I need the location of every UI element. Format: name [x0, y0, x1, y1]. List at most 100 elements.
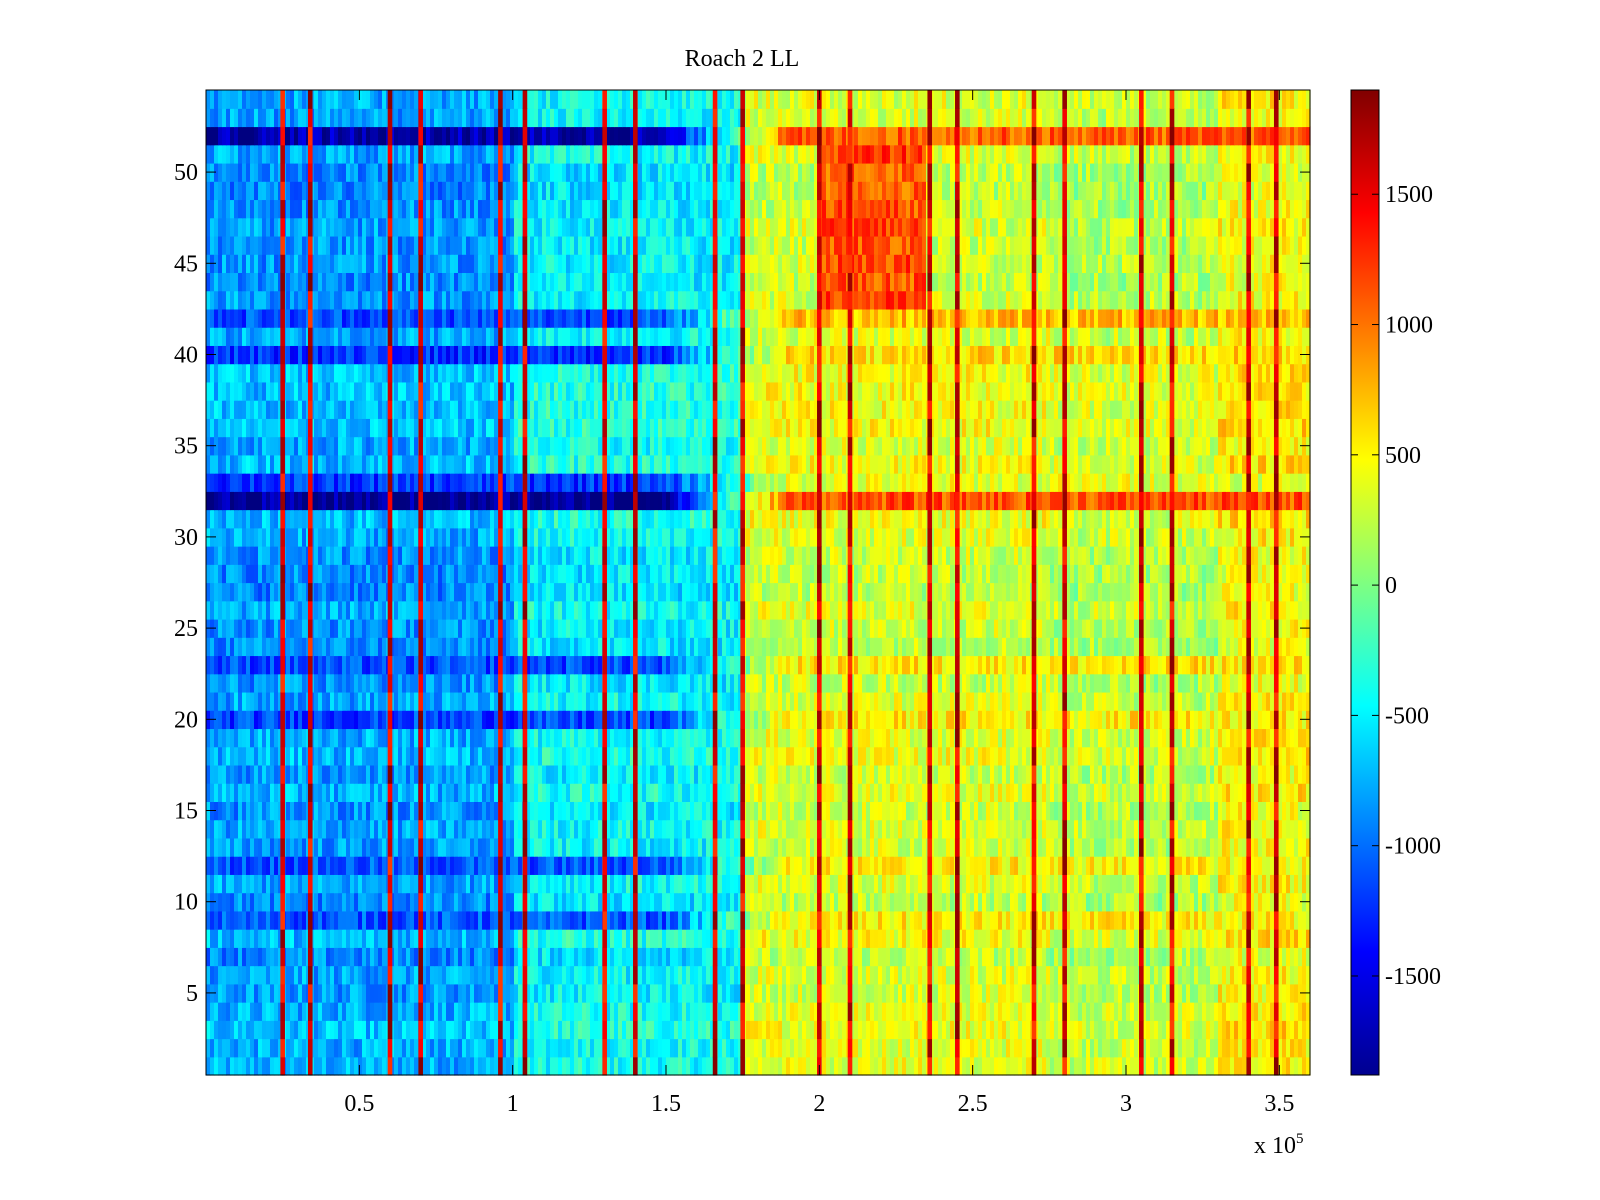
heatmap-cell [642, 837, 647, 857]
heatmap-cell [350, 1038, 355, 1058]
heatmap-cell [1254, 764, 1259, 784]
heatmap-cell [946, 856, 951, 875]
heatmap-cell [638, 892, 643, 912]
heatmap-cell [1178, 783, 1183, 802]
heatmap-cell [806, 947, 811, 967]
heatmap-cell [1054, 1002, 1059, 1021]
heatmap-cell [1234, 837, 1239, 857]
heatmap-cell [1142, 910, 1147, 930]
heatmap-cell [1158, 1002, 1163, 1021]
heatmap-cell [250, 1020, 255, 1040]
heatmap-cell [1178, 1056, 1183, 1076]
heatmap-cell [618, 983, 623, 1003]
heatmap-cell [1086, 837, 1091, 857]
heatmap-cell [826, 1056, 831, 1076]
heatmap-cell [1042, 874, 1047, 894]
heatmap-cell [1142, 764, 1147, 784]
heatmap-cell [1142, 801, 1147, 821]
heatmap-cell [1286, 1056, 1291, 1076]
heatmap-cell [426, 874, 431, 894]
heatmap-cell [1298, 819, 1303, 839]
heatmap-cell [382, 947, 387, 967]
heatmap-cell [254, 1038, 259, 1058]
heatmap-cell [510, 1038, 515, 1058]
heatmap-cell [958, 819, 963, 839]
heatmap-cell [1166, 983, 1171, 1003]
heatmap-cell [922, 965, 927, 985]
heatmap-cell [1078, 1038, 1083, 1058]
heatmap-cell [446, 746, 451, 766]
heatmap-cell [382, 1038, 387, 1058]
heatmap-cell [710, 1056, 715, 1076]
heatmap-cell [558, 1020, 563, 1040]
heatmap-cell [338, 1056, 343, 1076]
heatmap-cell [534, 1056, 539, 1076]
heatmap-cell [998, 856, 1003, 875]
heatmap-cell [398, 746, 403, 766]
heatmap-cell [454, 929, 459, 948]
heatmap-cell [1222, 929, 1227, 948]
heatmap-cell [794, 764, 799, 784]
heatmap-cell [274, 874, 279, 894]
heatmap-cell [1034, 1020, 1039, 1040]
heatmap-cell [222, 783, 227, 802]
heatmap-cell [666, 874, 671, 894]
heatmap-cell [326, 1002, 331, 1021]
heatmap-cell [298, 783, 303, 802]
heatmap-cell [866, 983, 871, 1003]
heatmap-cell [278, 983, 283, 1003]
heatmap-cell [810, 1056, 815, 1076]
heatmap-cell [394, 1038, 399, 1058]
heatmap-cell [882, 1056, 887, 1076]
heatmap-cell [1090, 764, 1095, 784]
heatmap-cell [566, 983, 571, 1003]
heatmap-cell [570, 983, 575, 1003]
heatmap-cell [754, 1020, 759, 1040]
heatmap-cell [1262, 1002, 1267, 1021]
heatmap-cell [774, 764, 779, 784]
heatmap-cell [934, 983, 939, 1003]
heatmap-cell [398, 947, 403, 967]
heatmap-cell [594, 1002, 599, 1021]
heatmap-cell [958, 746, 963, 766]
heatmap-cell [698, 819, 703, 839]
heatmap-cell [914, 764, 919, 784]
heatmap-cell [338, 929, 343, 948]
heatmap-cell [866, 874, 871, 894]
heatmap-cell [482, 910, 487, 930]
heatmap-cell [358, 1038, 363, 1058]
heatmap-cell [998, 801, 1003, 821]
heatmap-cell [406, 819, 411, 839]
heatmap-cell [890, 746, 895, 766]
heatmap-cell [1086, 746, 1091, 766]
heatmap-cell [910, 965, 915, 985]
heatmap-cell [1142, 1038, 1147, 1058]
heatmap-cell [1158, 837, 1163, 857]
heatmap-cell [942, 1038, 947, 1058]
heatmap-cell [234, 746, 239, 766]
heatmap-cell [570, 764, 575, 784]
heatmap-cell [478, 1056, 483, 1076]
heatmap-cell [1018, 1038, 1023, 1058]
heatmap-cell [478, 837, 483, 857]
heatmap-cell [990, 856, 995, 875]
heatmap-cell [610, 1002, 615, 1021]
heatmap-cell [1218, 856, 1223, 875]
heatmap-cell [574, 764, 579, 784]
heatmap-cell [290, 929, 295, 948]
heatmap-cell [662, 764, 667, 784]
heatmap-cell [826, 1002, 831, 1021]
heatmap-cell [1302, 1038, 1307, 1058]
heatmap-cell [478, 1038, 483, 1058]
heatmap-cell [1258, 1020, 1263, 1040]
heatmap-cell [1022, 1038, 1027, 1058]
heatmap-cell [738, 929, 743, 948]
heatmap-cell [574, 1038, 579, 1058]
heatmap-cell [518, 746, 523, 766]
heatmap-cell [430, 947, 435, 967]
heatmap-cell [730, 764, 735, 784]
heatmap-cell [286, 819, 291, 839]
heatmap-cell [786, 819, 791, 839]
heatmap-cell [430, 892, 435, 912]
heatmap-cell [778, 819, 783, 839]
